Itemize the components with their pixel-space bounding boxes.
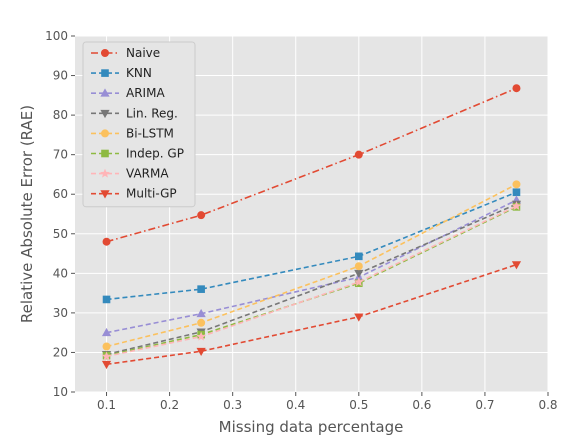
legend-item: Naive	[91, 46, 160, 60]
legend-marker	[101, 49, 109, 57]
legend-item: Lin. Reg.	[91, 106, 178, 120]
series-line	[106, 203, 517, 356]
data-point	[101, 360, 112, 370]
series-4	[102, 180, 521, 351]
y-axis-label: Relative Absolute Error (RAE)	[18, 105, 36, 323]
legend-label: Indep. GP	[126, 147, 184, 161]
data-point	[355, 252, 363, 261]
legend-marker	[100, 190, 110, 199]
legend-label: Naive	[126, 46, 160, 60]
series-line	[106, 263, 517, 366]
legend-marker	[100, 109, 110, 119]
y-tick-label: 20	[53, 345, 68, 359]
y-tick-label: 50	[53, 227, 68, 241]
data-point	[102, 237, 111, 246]
x-tick-label: 0.7	[475, 398, 494, 412]
legend-marker	[100, 88, 110, 97]
data-point	[101, 351, 112, 361]
legend-item: Bi-LSTM	[91, 126, 174, 140]
legend-box	[82, 41, 196, 208]
series-7	[101, 261, 522, 370]
series-0	[102, 84, 521, 246]
data-point	[354, 277, 364, 287]
legend-item: Indep. GP	[91, 147, 184, 161]
data-point	[196, 347, 206, 357]
series-line	[106, 87, 517, 243]
x-tick-label: 0.8	[538, 398, 557, 412]
legend-label: Lin. Reg.	[126, 106, 178, 120]
data-point	[354, 262, 363, 271]
data-point	[102, 342, 111, 351]
legend-marker	[101, 149, 109, 158]
legend-marker	[101, 129, 109, 138]
legend-marker	[100, 168, 110, 178]
x-tick-label: 0.3	[223, 398, 242, 412]
x-tick-label: 0.1	[97, 398, 116, 412]
data-point	[197, 318, 206, 327]
y-tick-label: 90	[53, 69, 68, 83]
series-line	[106, 199, 517, 334]
x-axis-label: Missing data percentage	[219, 418, 404, 436]
series-1	[102, 188, 521, 304]
y-tick-label: 80	[53, 108, 68, 122]
data-point	[354, 313, 364, 322]
series-line	[106, 205, 517, 358]
x-tick-label: 0.5	[349, 398, 368, 412]
series-layer	[101, 84, 522, 370]
data-point	[512, 188, 521, 197]
data-point	[354, 269, 364, 279]
legend-label: Bi-LSTM	[126, 126, 174, 140]
data-point	[512, 84, 521, 93]
data-point	[197, 211, 206, 220]
y-tick-label: 60	[53, 187, 68, 201]
data-point	[354, 150, 363, 159]
y-tick-label: 30	[53, 306, 68, 320]
data-point	[196, 308, 206, 318]
series-6	[101, 201, 522, 361]
data-point	[511, 261, 522, 270]
series-line	[106, 183, 517, 348]
legend-item: Multi-GP	[91, 187, 177, 201]
legend-label: VARMA	[126, 167, 169, 181]
y-axis-ticks: 10 20 30 40 50 60 70 80 90 100	[45, 29, 75, 399]
x-tick-label: 0.4	[286, 398, 305, 412]
data-point	[102, 295, 111, 304]
data-point	[101, 327, 112, 337]
legend-item: KNN	[91, 66, 152, 80]
y-tick-label: 70	[53, 148, 68, 162]
legend: Naive KNN ARIMA Lin. Reg. Bi-LSTM Indep. GP VA…	[82, 41, 196, 208]
data-point	[196, 331, 206, 341]
x-axis-ticks: 0.1 0.2 0.3 0.4 0.5 0.6 0.7 0.8	[97, 392, 558, 412]
x-tick-label: 0.6	[412, 398, 431, 412]
legend-label: ARIMA	[126, 86, 165, 100]
x-tick-label: 0.2	[160, 398, 179, 412]
data-point	[511, 201, 522, 211]
y-tick-label: 10	[53, 385, 68, 399]
y-tick-label: 40	[53, 266, 68, 280]
legend-label: KNN	[126, 66, 152, 80]
y-tick-label: 100	[45, 29, 68, 43]
data-point	[197, 285, 205, 293]
data-point	[512, 180, 521, 189]
legend-label: Multi-GP	[126, 187, 177, 201]
legend-marker	[101, 69, 109, 77]
legend-item: VARMA	[91, 167, 169, 181]
legend-item: ARIMA	[91, 86, 165, 100]
